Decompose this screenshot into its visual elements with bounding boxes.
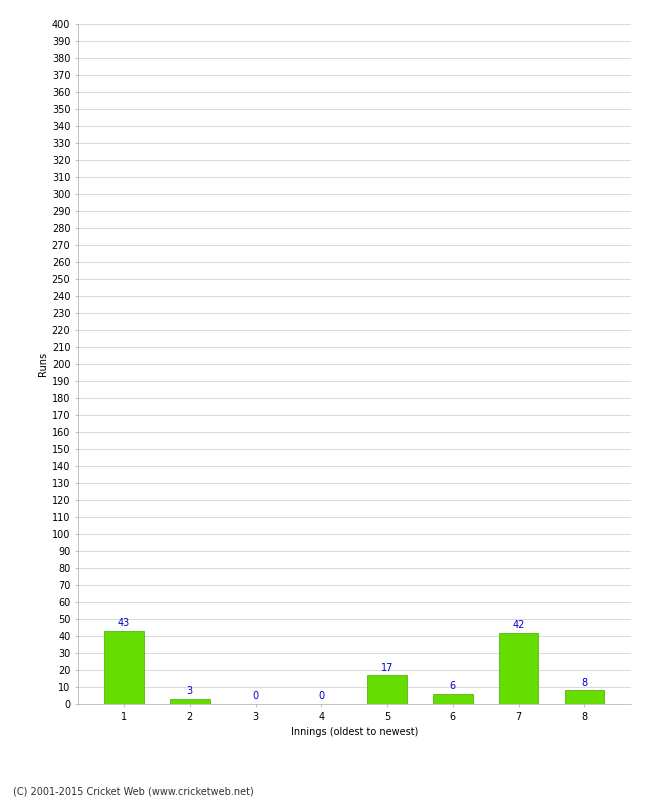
Bar: [499, 633, 538, 704]
Bar: [565, 690, 604, 704]
Text: 0: 0: [253, 691, 259, 702]
X-axis label: Innings (oldest to newest): Innings (oldest to newest): [291, 727, 418, 737]
Y-axis label: Runs: Runs: [38, 352, 47, 376]
Text: 43: 43: [118, 618, 130, 628]
Bar: [170, 699, 209, 704]
Text: 17: 17: [381, 662, 393, 673]
Text: 6: 6: [450, 682, 456, 691]
Text: 8: 8: [581, 678, 588, 688]
Text: 0: 0: [318, 691, 324, 702]
Text: (C) 2001-2015 Cricket Web (www.cricketweb.net): (C) 2001-2015 Cricket Web (www.cricketwe…: [13, 786, 254, 796]
Bar: [367, 675, 407, 704]
Text: 42: 42: [512, 620, 525, 630]
Text: 3: 3: [187, 686, 193, 696]
Bar: [433, 694, 473, 704]
Bar: [104, 631, 144, 704]
